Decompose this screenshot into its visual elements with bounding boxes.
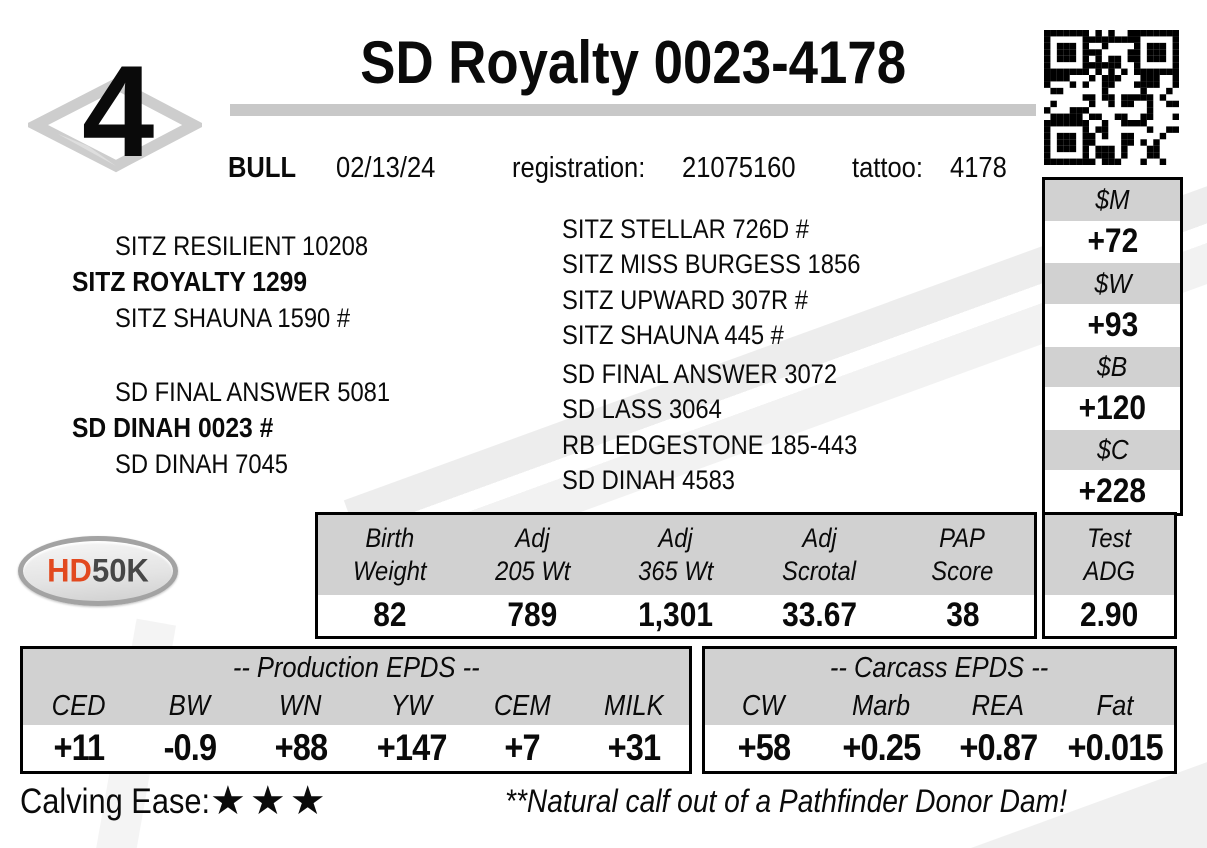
epd-header: REA xyxy=(971,689,1025,722)
epd-header: WN xyxy=(279,689,322,722)
test-adg-value-row: 2.90 xyxy=(1045,595,1174,636)
epd-header: YW xyxy=(390,689,433,722)
pedigree-line: SD FINAL ANSWER 3072 xyxy=(562,358,838,389)
performance-value: 33.67 xyxy=(781,596,857,634)
dollar-index-label: $B xyxy=(1045,346,1180,388)
dollar-index-value: +228 xyxy=(1045,470,1180,513)
dam-sire: SD FINAL ANSWER 5081 xyxy=(115,377,391,407)
performance-header: PAP Score xyxy=(931,523,994,586)
dollar-index-label: $C xyxy=(1045,429,1180,471)
footer-note: **Natural calf out of a Pathfinder Donor… xyxy=(505,783,1067,819)
calving-ease-label: Calving Ease: xyxy=(20,782,211,821)
carcass-epds-title: -- Carcass EPDS -- xyxy=(705,649,1174,687)
tattoo-label: tattoo: xyxy=(852,152,923,184)
epd-header: BW xyxy=(168,689,211,722)
hd50k-logo-hd: HD xyxy=(47,552,92,589)
epd-header: Marb xyxy=(851,689,910,722)
registration-number: 21075160 xyxy=(682,152,796,184)
registration-label: registration: xyxy=(512,152,646,184)
sex-label: BULL xyxy=(228,152,297,184)
hd50k-logo: HD 50K xyxy=(18,536,178,606)
dollar-index-value: +120 xyxy=(1045,387,1180,430)
dollar-index-value: +93 xyxy=(1045,303,1180,347)
performance-header-row: Birth Weight Adj 205 Wt Adj 365 Wt Adj Scrot… xyxy=(318,515,1034,595)
performance-header: Birth Weight xyxy=(352,523,427,586)
lot-diamond-graphic xyxy=(28,77,202,173)
carcass-epds-header-row: CW Marb REA Fat xyxy=(705,687,1174,725)
production-epds-header-row: CED BW WN YW CEM MILK xyxy=(23,687,689,725)
pedigree-line: SITZ SHAUNA 445 # xyxy=(562,320,784,351)
carcass-epds-value-row: +58 +0.25 +0.87 +0.015 xyxy=(705,725,1174,771)
production-epds-table: -- Production EPDS -- CED BW WN YW CEM M… xyxy=(20,646,692,774)
sire-dam: SITZ SHAUNA 1590 # xyxy=(115,303,351,333)
pedigree-sire-group: SITZ RESILIENT 10208 SITZ ROYALTY 1299 S… xyxy=(72,228,403,336)
performance-value: 1,301 xyxy=(638,596,714,634)
pedigree-line: SD DINAH 4583 xyxy=(562,464,736,495)
sire-sire: SITZ RESILIENT 10208 xyxy=(115,231,369,261)
epd-value: +0.25 xyxy=(841,727,921,768)
performance-value: 82 xyxy=(372,596,407,634)
pedigree-line: SD LASS 3064 xyxy=(562,393,722,424)
test-adg-header: Test ADG xyxy=(1045,515,1174,595)
calving-ease-stars-icon: ★★★ xyxy=(210,779,330,823)
title-underline xyxy=(230,104,1036,116)
dollar-index-value: +72 xyxy=(1045,220,1180,264)
performance-header: Adj 365 Wt xyxy=(638,523,714,586)
dam-dam: SD DINAH 7045 xyxy=(115,449,289,479)
performance-table: Birth Weight Adj 205 Wt Adj 365 Wt Adj Scrot… xyxy=(315,512,1037,639)
dollar-index-table: $M +72 $W +93 $B +120 $C +228 xyxy=(1042,177,1183,516)
production-epds-value-row: +11 -0.9 +88 +147 +7 +31 xyxy=(23,725,689,771)
epd-value: +88 xyxy=(274,727,327,768)
epd-header: CEM xyxy=(494,689,551,722)
epd-value: +147 xyxy=(376,727,448,768)
pedigree-line: RB LEDGESTONE 185-443 xyxy=(562,430,858,461)
epd-header: CED xyxy=(51,689,106,722)
epd-value: -0.9 xyxy=(163,727,216,768)
lot-number: 4 xyxy=(82,38,154,184)
pedigree-extended-column: SITZ STELLAR 726D # SITZ MISS BURGESS 18… xyxy=(562,212,901,498)
birth-date: 02/13/24 xyxy=(336,152,436,184)
pedigree-dam-group: SD FINAL ANSWER 5081 SD DINAH 0023 # SD … xyxy=(72,374,428,482)
epd-value: +58 xyxy=(737,727,790,768)
performance-value: 38 xyxy=(945,596,980,634)
epd-value: +0.015 xyxy=(1067,727,1164,768)
carcass-epds-table: -- Carcass EPDS -- CW Marb REA Fat +58 +… xyxy=(702,646,1177,774)
epd-header: MILK xyxy=(603,689,664,722)
test-adg-table: Test ADG 2.90 xyxy=(1042,512,1177,639)
pedigree-line: SITZ STELLAR 726D # xyxy=(562,214,809,244)
epd-value: +31 xyxy=(607,727,660,768)
performance-value-row: 82 789 1,301 33.67 38 xyxy=(318,595,1034,636)
performance-header: Adj Scrotal xyxy=(782,523,857,586)
tattoo-number: 4178 xyxy=(950,152,1007,184)
dollar-index-label: $M xyxy=(1045,180,1180,221)
epd-header: Fat xyxy=(1096,689,1134,722)
pedigree-line: SITZ MISS BURGESS 1856 xyxy=(562,248,861,279)
qr-code xyxy=(1044,30,1179,165)
epd-value: +0.87 xyxy=(959,727,1038,768)
epd-value: +11 xyxy=(53,727,105,768)
dollar-index-label: $W xyxy=(1045,263,1180,304)
pedigree-line: SITZ UPWARD 307R # xyxy=(562,285,809,316)
dam: SD DINAH 0023 # xyxy=(72,412,274,443)
page-title: SD Royalty 0023-4178 xyxy=(360,29,906,96)
production-epds-title: -- Production EPDS -- xyxy=(23,649,689,687)
epd-header: CW xyxy=(742,689,785,722)
performance-header: Adj 205 Wt xyxy=(495,523,571,586)
test-adg-value: 2.90 xyxy=(1080,596,1139,634)
hd50k-logo-50k: 50K xyxy=(91,552,149,589)
performance-value: 789 xyxy=(507,596,558,634)
sire: SITZ ROYALTY 1299 xyxy=(72,266,308,297)
epd-value: +7 xyxy=(504,727,541,768)
